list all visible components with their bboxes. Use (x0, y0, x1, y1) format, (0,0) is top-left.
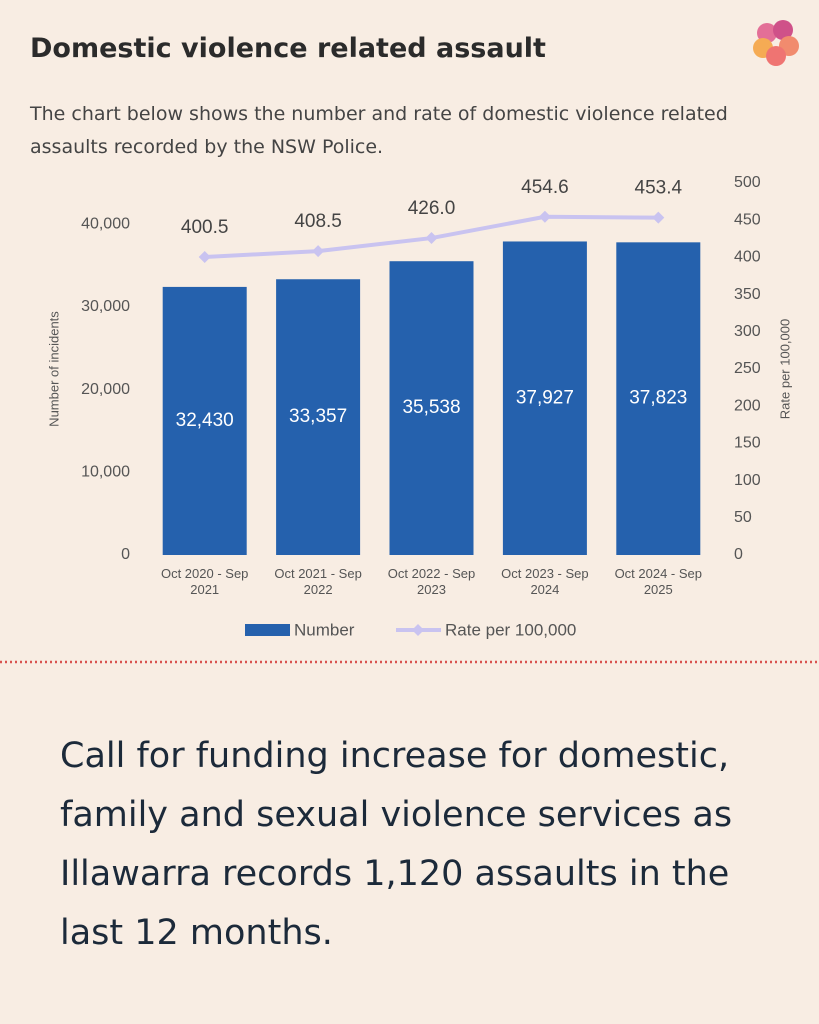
bar (276, 279, 361, 555)
x-tick-label-line: 2022 (304, 582, 333, 597)
marker (538, 210, 551, 223)
bar (502, 241, 587, 555)
tick-label: 40,000 (81, 216, 130, 233)
tick-label: 400 (734, 249, 761, 266)
data-label: 426.0 (408, 198, 456, 219)
data-label: 32,430 (176, 410, 234, 431)
bar (389, 261, 474, 555)
tick-label: 0 (121, 546, 130, 563)
tick-label: 250 (734, 360, 761, 377)
data-label: 33,357 (289, 406, 347, 427)
headline: Call for funding increase for domestic, … (60, 736, 733, 953)
legend-swatch (245, 624, 290, 636)
data-label: 453.4 (635, 178, 683, 199)
x-tick-label-line: Oct 2024 - Sep (615, 566, 702, 581)
tick-label: 150 (734, 435, 761, 452)
y-axis-label: Number of incidents (46, 311, 61, 427)
bar (162, 286, 247, 555)
subtitle: The chart below shows the number and rat… (30, 103, 728, 158)
tick-label: 50 (734, 509, 752, 526)
tick-label: 20,000 (81, 381, 130, 398)
x-tick-label: Oct 2023 - Sep 2024 (501, 566, 588, 597)
x-tick-label-line: 2024 (530, 582, 559, 597)
bar (616, 242, 701, 555)
x-tick-label-line: 2021 (190, 582, 219, 597)
x-tick-label-line: Oct 2021 - Sep (274, 566, 361, 581)
legend-label: Number (294, 620, 355, 639)
x-tick-label-line: Oct 2023 - Sep (501, 566, 588, 581)
data-label: 454.6 (521, 177, 569, 198)
data-label: 408.5 (294, 211, 342, 232)
marker (652, 211, 665, 224)
tick-label: 350 (734, 286, 761, 303)
tick-label: 200 (734, 397, 761, 414)
tick-label: 100 (734, 472, 761, 489)
title: Domestic violence related assault (30, 33, 546, 64)
tick-label: 500 (734, 174, 761, 191)
tick-label: 30,000 (81, 298, 130, 315)
tick-label: 10,000 (81, 464, 130, 481)
x-tick-label: Oct 2020 - Sep 2021 (161, 566, 248, 597)
tick-label: 300 (734, 323, 761, 340)
tick-label: 450 (734, 211, 761, 228)
data-label: 400.5 (181, 217, 229, 238)
x-tick-label: Oct 2024 - Sep 2025 (615, 566, 702, 597)
x-tick-label-line: Oct 2022 - Sep (388, 566, 475, 581)
logo (753, 20, 799, 66)
tick-label: 0 (734, 546, 743, 563)
legend-marker (412, 624, 424, 636)
marker (425, 232, 438, 245)
data-label: 35,538 (402, 397, 460, 418)
y2-axis-label: Rate per 100,000 (777, 319, 792, 419)
x-tick-label-line: 2023 (417, 582, 446, 597)
data-label: 37,823 (629, 388, 687, 409)
x-tick-label: Oct 2022 - Sep 2023 (388, 566, 475, 597)
x-tick-label-line: Oct 2020 - Sep (161, 566, 248, 581)
marker (312, 245, 325, 258)
data-label: 37,927 (516, 387, 574, 408)
legend-label: Rate per 100,000 (445, 620, 576, 639)
x-tick-label-line: 2025 (644, 582, 673, 597)
x-tick-label: Oct 2021 - Sep 2022 (274, 566, 361, 597)
marker (198, 251, 211, 264)
